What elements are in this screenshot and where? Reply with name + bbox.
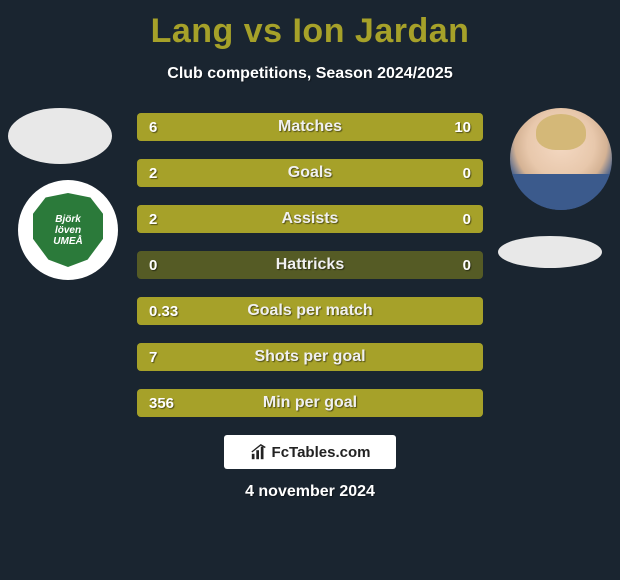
stat-value-right: 0 xyxy=(463,251,471,279)
page-subtitle: Club competitions, Season 2024/2025 xyxy=(0,65,620,83)
branding-badge: FcTables.com xyxy=(224,435,396,469)
branding-text: FcTables.com xyxy=(272,444,371,461)
stat-label: Shots per goal xyxy=(137,343,483,371)
footer-date: 4 november 2024 xyxy=(0,483,620,501)
badge-text: Björk xyxy=(55,214,81,225)
stat-row: 0.33Goals per match xyxy=(137,297,483,325)
player-right-avatar xyxy=(510,108,612,210)
page-title: Lang vs Ion Jardan xyxy=(0,0,620,51)
badge-text: UMEÅ xyxy=(53,236,82,247)
badge-text: löven xyxy=(55,225,81,236)
player-left-club-badge: Björk löven UMEÅ xyxy=(18,180,118,280)
stat-row: 356Min per goal xyxy=(137,389,483,417)
stats-bars: 6Matches102Goals02Assists00Hattricks00.3… xyxy=(137,113,483,417)
avatar-photo-icon xyxy=(510,108,612,210)
avatar-placeholder-icon xyxy=(8,108,112,164)
club-badge-icon: Björk löven UMEÅ xyxy=(18,180,118,280)
club-badge-placeholder-icon xyxy=(498,236,602,268)
stat-value-right: 10 xyxy=(454,113,471,141)
stat-row: 2Assists0 xyxy=(137,205,483,233)
player-left-avatar xyxy=(8,108,112,164)
stat-value-right: 0 xyxy=(463,159,471,187)
stat-label: Hattricks xyxy=(137,251,483,279)
stat-label: Goals xyxy=(137,159,483,187)
stat-label: Matches xyxy=(137,113,483,141)
stat-row: 7Shots per goal xyxy=(137,343,483,371)
stat-value-right: 0 xyxy=(463,205,471,233)
stat-label: Goals per match xyxy=(137,297,483,325)
player-right-club-badge xyxy=(498,236,602,268)
stat-row: 6Matches10 xyxy=(137,113,483,141)
chart-icon xyxy=(250,443,268,461)
stat-label: Min per goal xyxy=(137,389,483,417)
stat-row: 0Hattricks0 xyxy=(137,251,483,279)
stat-row: 2Goals0 xyxy=(137,159,483,187)
stat-label: Assists xyxy=(137,205,483,233)
